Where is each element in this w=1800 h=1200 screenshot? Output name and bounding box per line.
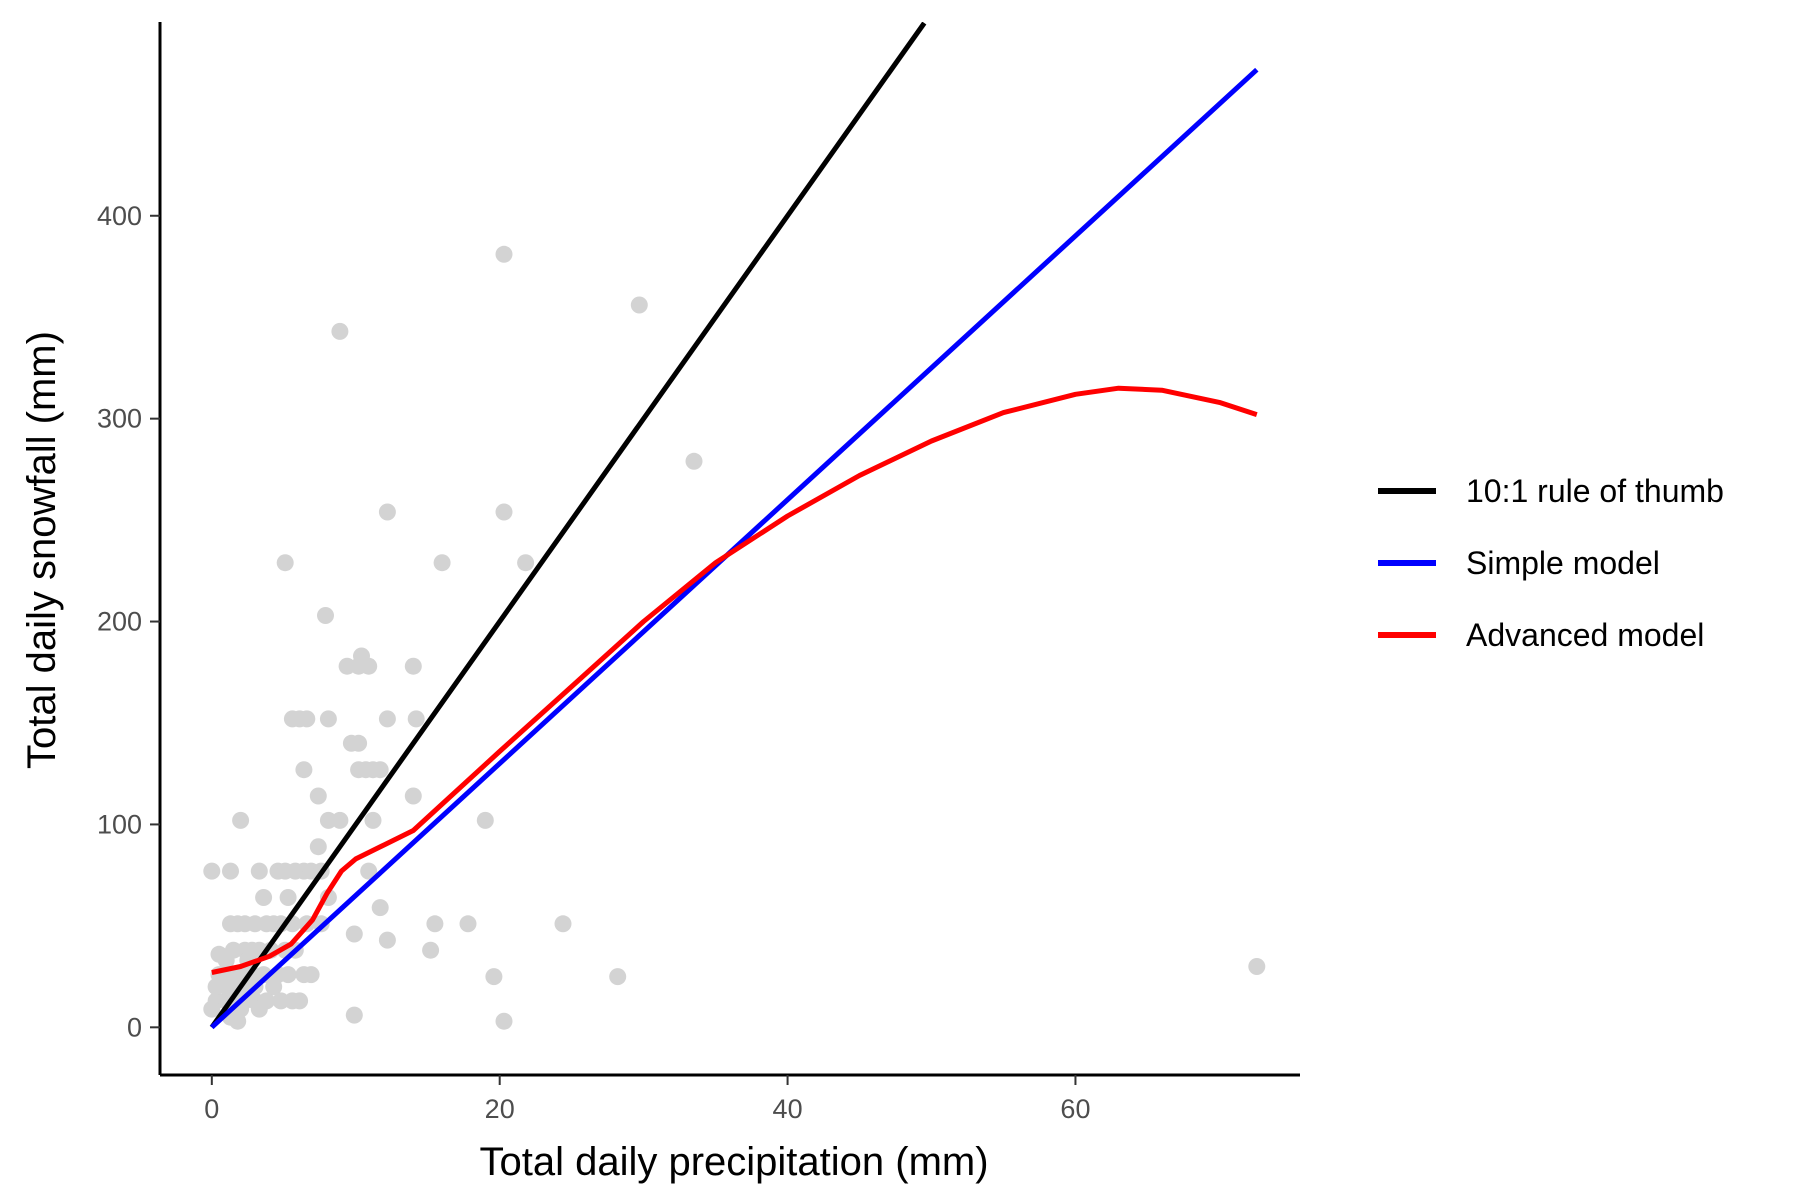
legend-label: 10:1 rule of thumb <box>1466 473 1724 509</box>
data-point <box>319 710 337 728</box>
y-axis-title: Total daily snowfall (mm) <box>20 331 64 769</box>
data-point <box>364 811 382 829</box>
data-point <box>609 968 627 986</box>
data-point <box>232 811 250 829</box>
scatter-points <box>203 245 1266 1030</box>
data-point <box>378 503 396 521</box>
data-point <box>250 862 268 880</box>
data-point <box>371 761 389 779</box>
x-tick-label: 60 <box>1060 1094 1090 1124</box>
data-point <box>407 710 425 728</box>
data-point <box>331 322 349 340</box>
y-tick-label: 400 <box>97 201 142 231</box>
x-tick-label: 20 <box>485 1094 515 1124</box>
model-lines <box>209 22 1259 1030</box>
data-point <box>345 1006 363 1024</box>
data-point <box>459 915 477 933</box>
data-point <box>331 811 349 829</box>
data-point <box>317 607 334 624</box>
data-point <box>422 941 440 959</box>
x-tick-label: 0 <box>204 1094 219 1124</box>
data-point <box>426 915 444 933</box>
data-point <box>371 899 389 917</box>
data-point <box>404 657 422 675</box>
data-point <box>345 925 363 943</box>
data-point <box>1248 958 1266 975</box>
legend-label: Simple model <box>1466 545 1660 581</box>
data-point <box>360 862 378 880</box>
data-point <box>485 968 503 986</box>
y-tick-label: 100 <box>97 809 142 839</box>
data-point <box>495 503 513 521</box>
data-point <box>378 931 396 949</box>
y-tick-label: 200 <box>97 607 142 637</box>
data-point <box>630 296 648 314</box>
data-point <box>295 761 313 779</box>
data-point <box>309 838 327 856</box>
y-tick-label: 0 <box>127 1012 142 1042</box>
data-point <box>554 915 572 933</box>
data-point <box>279 966 297 984</box>
x-tick-label: 40 <box>773 1094 803 1124</box>
data-point <box>685 452 703 470</box>
data-point <box>309 787 327 805</box>
data-point <box>517 554 535 572</box>
y-tick-label: 300 <box>97 404 142 434</box>
data-point <box>298 710 316 728</box>
axes: 0 20 40 60 0 100 200 300 400 <box>97 22 1300 1124</box>
data-point <box>433 554 451 572</box>
series-line-advanced-model <box>211 385 1258 975</box>
data-point <box>203 862 221 880</box>
data-point <box>258 992 275 1010</box>
legend-label: Advanced model <box>1466 617 1704 653</box>
x-axis-title: Total daily precipitation (mm) <box>479 1140 988 1184</box>
data-point <box>404 787 422 805</box>
data-point <box>476 811 494 829</box>
data-point <box>279 889 297 906</box>
data-point <box>222 862 239 880</box>
series-line-10-1-rule-of-thumb <box>209 22 927 1029</box>
data-point <box>360 657 378 675</box>
legend: 10:1 rule of thumb Simple model Advanced m… <box>1378 473 1724 653</box>
data-point <box>495 1012 513 1030</box>
data-point <box>276 554 294 572</box>
data-point <box>378 710 396 728</box>
data-point <box>495 245 513 263</box>
data-point <box>255 889 273 906</box>
data-point <box>291 992 309 1010</box>
data-point <box>350 734 368 752</box>
data-point <box>302 966 320 984</box>
